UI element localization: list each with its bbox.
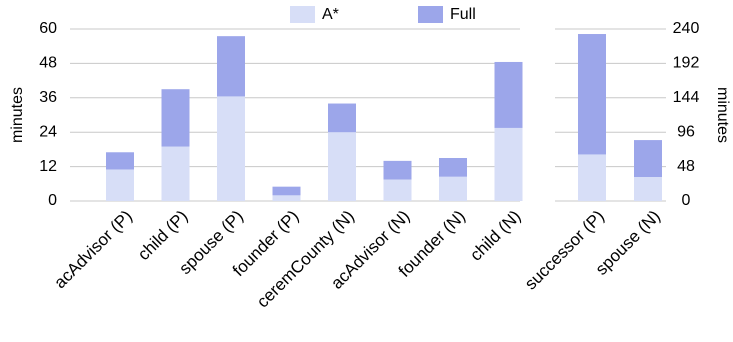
x-tick-label: successor (P) (521, 207, 608, 294)
bar (161, 146, 190, 201)
bar (217, 96, 245, 201)
x-tick-label: child (N) (466, 207, 524, 265)
y2-axis-label: minutes (714, 87, 731, 143)
legend-label: A* (322, 6, 339, 23)
y-tick-label: 240 (673, 20, 700, 37)
y-tick-label: 96 (677, 123, 695, 140)
bar (272, 195, 301, 201)
y-tick-label: 12 (39, 158, 57, 175)
bar (578, 154, 606, 201)
y-tick-label: 192 (673, 55, 700, 72)
y-tick-label: 144 (673, 89, 700, 106)
bar (634, 176, 662, 201)
y-tick-label: 36 (39, 89, 57, 106)
y-tick-label: 0 (48, 192, 57, 209)
x-tick-label: ceremCounty (N) (253, 207, 358, 312)
legend-label: Full (450, 6, 476, 23)
bar (383, 179, 412, 201)
bar (106, 169, 134, 201)
bar (328, 132, 356, 201)
x-tick-label: acAdvisor (P) (50, 207, 136, 293)
y-tick-label: 0 (682, 192, 691, 209)
bar (494, 127, 523, 201)
legend-swatch (418, 6, 443, 23)
y-tick-label: 60 (39, 20, 57, 37)
y-tick-label: 48 (39, 55, 57, 72)
bar (439, 176, 467, 201)
y-tick-label: 24 (39, 123, 57, 140)
x-tick-label: child (P) (134, 207, 192, 265)
y-tick-label: 48 (677, 158, 695, 175)
legend-swatch (290, 6, 315, 23)
y-axis-label: minutes (9, 87, 26, 143)
